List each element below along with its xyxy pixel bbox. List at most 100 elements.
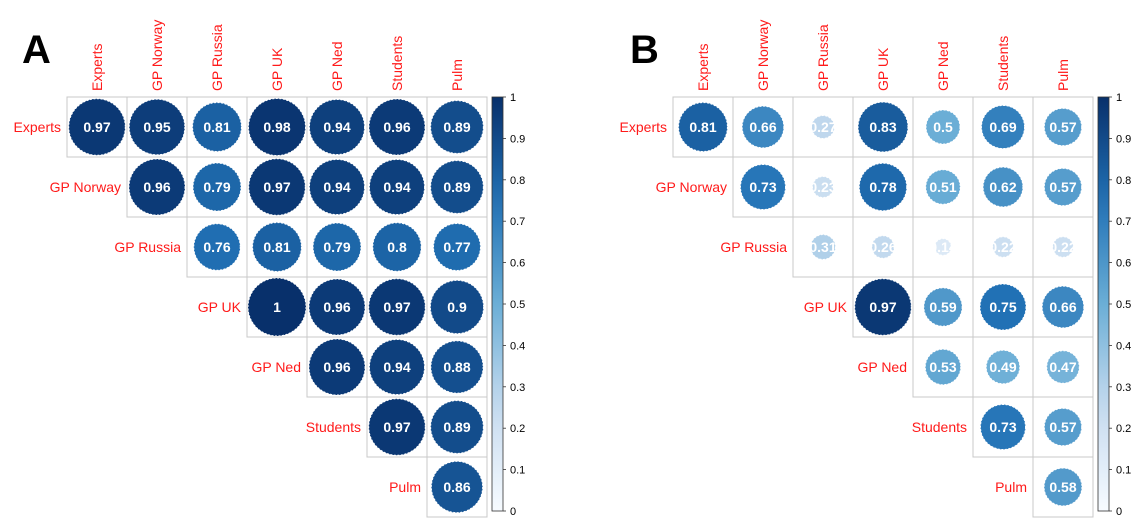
- correlation-circle: [992, 236, 1014, 258]
- correlation-circle: [1043, 107, 1083, 147]
- colorbar: [1097, 96, 1110, 512]
- row-label: Pulm: [389, 479, 421, 495]
- correlation-circle: [430, 100, 484, 154]
- correlation-value: 0.96: [143, 179, 170, 195]
- correlation-value: 0.81: [263, 239, 290, 255]
- correlation-value: 0.73: [989, 419, 1016, 435]
- correlation-circle: [192, 102, 242, 152]
- colorbar-tick-label: 0.3: [1116, 382, 1131, 394]
- correlation-circle: [68, 98, 126, 156]
- correlation-value: 0.79: [203, 179, 230, 195]
- col-label: Students: [389, 36, 405, 91]
- colorbar-tick-label: 0.4: [1116, 340, 1131, 352]
- correlation-circle: [979, 283, 1027, 331]
- correlation-value: 0.49: [989, 359, 1016, 375]
- colorbar-tick-label: 1: [1116, 92, 1122, 104]
- row-label: Experts: [620, 119, 667, 135]
- correlation-circle: [368, 398, 426, 456]
- correlation-value: 0.94: [383, 359, 410, 375]
- correlation-value: 0.79: [323, 239, 350, 255]
- correlation-value: 0.81: [689, 119, 716, 135]
- correlation-circle: [429, 279, 485, 335]
- cell-box: [426, 456, 488, 518]
- colorbar-tick-label: 0.3: [510, 382, 525, 394]
- correlation-value: 0.88: [443, 359, 470, 375]
- correlation-circle: [811, 115, 835, 139]
- col-label: Pulm: [1055, 59, 1071, 91]
- correlation-value: 0.97: [263, 179, 290, 195]
- correlation-circle: [252, 222, 302, 272]
- correlation-value: 0.77: [443, 239, 470, 255]
- correlation-circle: [372, 222, 422, 272]
- colorbar-tick-label: 0.6: [1116, 258, 1131, 270]
- correlation-value: 0.69: [989, 119, 1016, 135]
- row-label: Students: [306, 419, 361, 435]
- panel-letter-b: B: [630, 28, 659, 72]
- correlation-value: 0.8: [387, 239, 407, 255]
- col-label: GP UK: [269, 47, 285, 91]
- correlation-circle: [810, 234, 836, 260]
- correlation-value: 0.76: [203, 239, 230, 255]
- correlation-value: 0.94: [323, 119, 350, 135]
- correlation-circle: [193, 223, 241, 271]
- correlation-value: 0.97: [869, 299, 896, 315]
- col-label: GP Russia: [815, 24, 831, 91]
- row-label: GP Russia: [114, 239, 181, 255]
- correlation-circle: [925, 169, 961, 205]
- correlation-value: 0.47: [1049, 359, 1076, 375]
- correlation-value: 0.62: [989, 179, 1016, 195]
- correlation-value: 0.94: [323, 179, 350, 195]
- row-label: GP Ned: [857, 359, 907, 375]
- correlation-value: 0.57: [1049, 179, 1076, 195]
- row-label: GP Norway: [50, 179, 121, 195]
- correlation-value: 0.89: [443, 419, 470, 435]
- correlation-circle: [308, 158, 366, 216]
- colorbar-tick-label: 0.7: [1116, 216, 1131, 228]
- correlation-value: 0.58: [1049, 479, 1076, 495]
- colorbar-tick-label: 0.2: [1116, 423, 1131, 435]
- correlation-circle: [678, 102, 728, 152]
- correlation-circle: [430, 460, 484, 514]
- correlation-circle: [858, 162, 908, 212]
- correlation-circle: [1046, 350, 1080, 384]
- correlation-circle: [368, 338, 426, 396]
- correlation-circle: [811, 175, 835, 199]
- correlation-circle: [368, 278, 426, 336]
- colorbar-tick-label: 0.2: [510, 423, 525, 435]
- colorbar-tick-label: 1: [510, 92, 516, 104]
- panel-letter-a: A: [22, 28, 51, 72]
- correlation-value: 0.97: [83, 119, 110, 135]
- correlation-value: 0.97: [383, 419, 410, 435]
- correlation-value: 0.51: [929, 179, 956, 195]
- colorbar-tick-label: 0.1: [510, 465, 525, 477]
- correlation-value: 0.31: [809, 239, 836, 255]
- correlation-value: 0.66: [749, 119, 776, 135]
- correlation-circle: [430, 400, 484, 454]
- correlation-value: 0.98: [263, 119, 290, 135]
- correlation-value: 0.23: [809, 179, 836, 195]
- correlation-circle: [1052, 236, 1074, 258]
- correlation-value: 0.57: [1049, 119, 1076, 135]
- correlation-circle: [857, 101, 909, 153]
- correlation-circle: [433, 223, 481, 271]
- correlation-value: 0.27: [809, 119, 836, 135]
- correlation-circle: [312, 222, 362, 272]
- correlation-circle: [128, 98, 186, 156]
- correlation-circle: [430, 340, 484, 394]
- correlation-value: 0.86: [443, 479, 470, 495]
- correlation-value: 0.14: [929, 239, 956, 255]
- row-label: GP UK: [198, 299, 242, 315]
- correlation-value: 0.22: [1049, 239, 1076, 255]
- col-label: GP Ned: [935, 41, 951, 91]
- correlation-circle: [980, 104, 1026, 150]
- colorbar-tick-label: 0.5: [510, 299, 525, 311]
- col-label: Experts: [695, 44, 711, 91]
- correlation-value: 0.73: [749, 179, 776, 195]
- correlation-circle: [1043, 167, 1083, 207]
- colorbar-tick-label: 0.7: [510, 216, 525, 228]
- colorbar-tick-label: 0.9: [510, 133, 525, 145]
- correlation-value: 0.95: [143, 119, 170, 135]
- correlation-circle: [192, 162, 242, 212]
- colorbar-tick-label: 0.9: [1116, 133, 1131, 145]
